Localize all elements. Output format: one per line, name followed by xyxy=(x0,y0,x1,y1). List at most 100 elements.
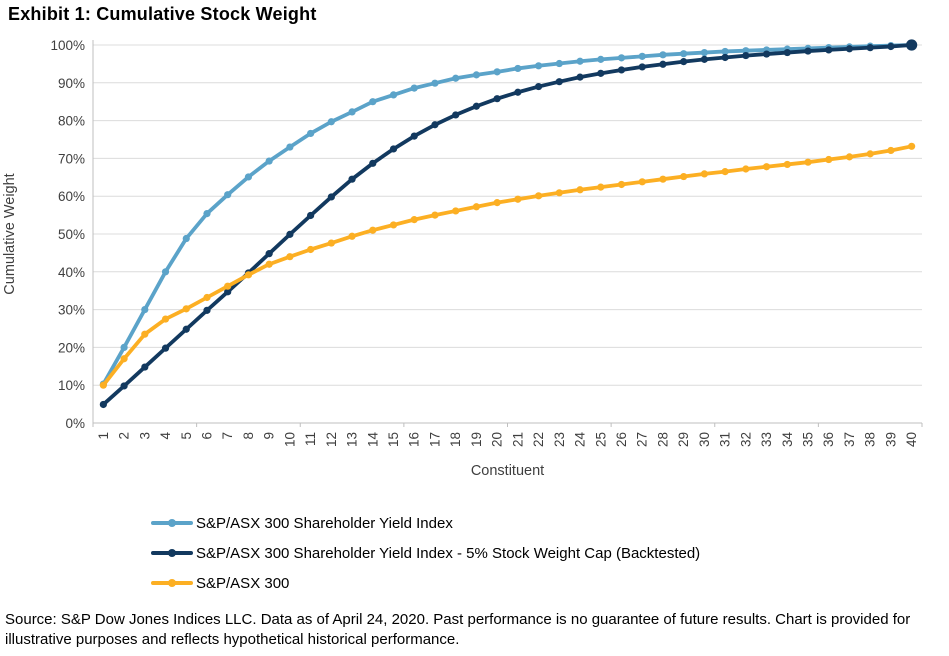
data-point xyxy=(348,175,356,183)
data-point xyxy=(369,159,377,167)
data-point xyxy=(721,53,729,62)
data-point xyxy=(389,91,398,99)
data-point xyxy=(224,282,232,290)
data-point xyxy=(244,271,253,279)
data-point xyxy=(576,57,584,65)
x-tick-label: 37 xyxy=(842,432,857,447)
data-point xyxy=(182,305,190,313)
legend-item-asx300: S&P/ASX 300 xyxy=(151,568,700,598)
x-tick-label: 31 xyxy=(718,432,733,447)
x-tick-label: 16 xyxy=(407,432,422,447)
x-axis-title: Constituent xyxy=(471,463,544,479)
data-point xyxy=(845,45,854,53)
x-tick-label: 12 xyxy=(324,432,339,447)
data-point xyxy=(265,157,273,165)
y-tick-label: 30% xyxy=(58,303,85,318)
data-point xyxy=(638,63,646,71)
x-tick-label: 17 xyxy=(427,432,442,447)
data-point xyxy=(120,355,128,363)
data-point xyxy=(514,195,522,203)
x-tick-label: 39 xyxy=(883,432,898,447)
x-tick-label: 40 xyxy=(904,432,919,447)
data-point xyxy=(452,74,460,82)
legend-label: S&P/ASX 300 Shareholder Yield Index - 5%… xyxy=(196,544,701,562)
data-point xyxy=(472,102,481,110)
data-point xyxy=(762,50,771,58)
chart-title: Exhibit 1: Cumulative Stock Weight xyxy=(8,4,317,24)
y-tick-label: 20% xyxy=(58,340,85,355)
y-tick-label: 100% xyxy=(50,38,85,53)
data-point xyxy=(700,55,708,63)
x-tick-label: 35 xyxy=(801,432,816,447)
x-tick-label: 3 xyxy=(137,432,152,440)
x-tick-label: 4 xyxy=(158,432,173,440)
data-point xyxy=(742,165,750,173)
data-point xyxy=(203,209,211,218)
x-tick-label: 20 xyxy=(490,432,505,447)
data-point xyxy=(576,73,584,81)
y-tick-label: 50% xyxy=(58,227,85,242)
data-point xyxy=(472,71,481,79)
x-tick-label: 18 xyxy=(448,432,463,447)
data-point xyxy=(286,143,294,151)
x-axis-tick-labels: 1 2 3 4 5 6 7 8 9 10 11 12 13 14 15 16 17 18 19 20 21 22 23 24 2… xyxy=(96,432,919,448)
data-point xyxy=(307,245,315,254)
data-point xyxy=(493,68,501,76)
data-point xyxy=(410,84,418,92)
source-disclaimer-text: Source: S&P Dow Jones Indices LLC. Data … xyxy=(5,611,911,649)
data-point xyxy=(555,59,563,68)
data-point xyxy=(825,46,833,54)
legend-item-capped-backtested: S&P/ASX 300 Shareholder Yield Index - 5%… xyxy=(151,538,700,568)
y-axis-tick-labels: 0% 10% 20% 30% 40% 50% 60% 70% 80% 90% 100% xyxy=(50,38,85,431)
data-point xyxy=(327,118,335,126)
x-tick-label: 2 xyxy=(117,432,132,440)
data-point xyxy=(203,293,211,302)
cumulative-weight-chart: 0%10%20%30%40%50%60%70%80%90%100%1 2 3 4 5 6 7… xyxy=(2,38,923,479)
series-1 xyxy=(99,39,918,409)
gridlines xyxy=(93,44,922,386)
data-point xyxy=(141,363,149,371)
data-point xyxy=(224,191,232,199)
data-point xyxy=(161,315,170,323)
x-tick-label: 33 xyxy=(759,432,774,447)
data-point xyxy=(307,129,315,138)
x-tick-label: 5 xyxy=(179,432,194,440)
x-tick-label: 14 xyxy=(365,432,380,448)
data-point xyxy=(410,216,418,224)
data-point xyxy=(286,253,294,261)
data-point xyxy=(472,203,481,211)
y-tick-label: 0% xyxy=(65,416,85,431)
data-point xyxy=(99,381,107,389)
y-tick-label: 40% xyxy=(58,265,85,280)
series-line xyxy=(101,144,914,388)
data-point xyxy=(762,163,771,171)
x-tick-label: 34 xyxy=(780,432,795,448)
data-point xyxy=(99,400,107,409)
data-point xyxy=(182,325,190,333)
y-tick-label: 10% xyxy=(58,378,85,393)
data-point xyxy=(617,180,626,189)
data-point xyxy=(265,250,273,258)
x-tick-label: 25 xyxy=(593,432,608,447)
x-tick-label: 24 xyxy=(573,432,588,448)
data-point xyxy=(680,172,688,181)
data-point xyxy=(617,66,626,74)
data-point xyxy=(721,47,729,56)
legend-line-marker-icon xyxy=(151,548,193,558)
data-point xyxy=(348,232,356,240)
data-point xyxy=(120,382,128,390)
data-point xyxy=(783,160,791,169)
data-point xyxy=(369,98,377,106)
data-point xyxy=(431,79,439,87)
x-tick-label: 9 xyxy=(262,432,277,440)
data-point xyxy=(804,47,812,55)
data-point xyxy=(120,343,128,351)
data-point xyxy=(493,95,501,103)
data-point xyxy=(182,234,190,243)
x-tick-label: 15 xyxy=(386,432,401,447)
data-point xyxy=(825,155,833,164)
data-point xyxy=(141,330,149,338)
series-0 xyxy=(99,41,916,388)
x-tick-label: 27 xyxy=(635,432,650,447)
data-point xyxy=(700,48,708,57)
